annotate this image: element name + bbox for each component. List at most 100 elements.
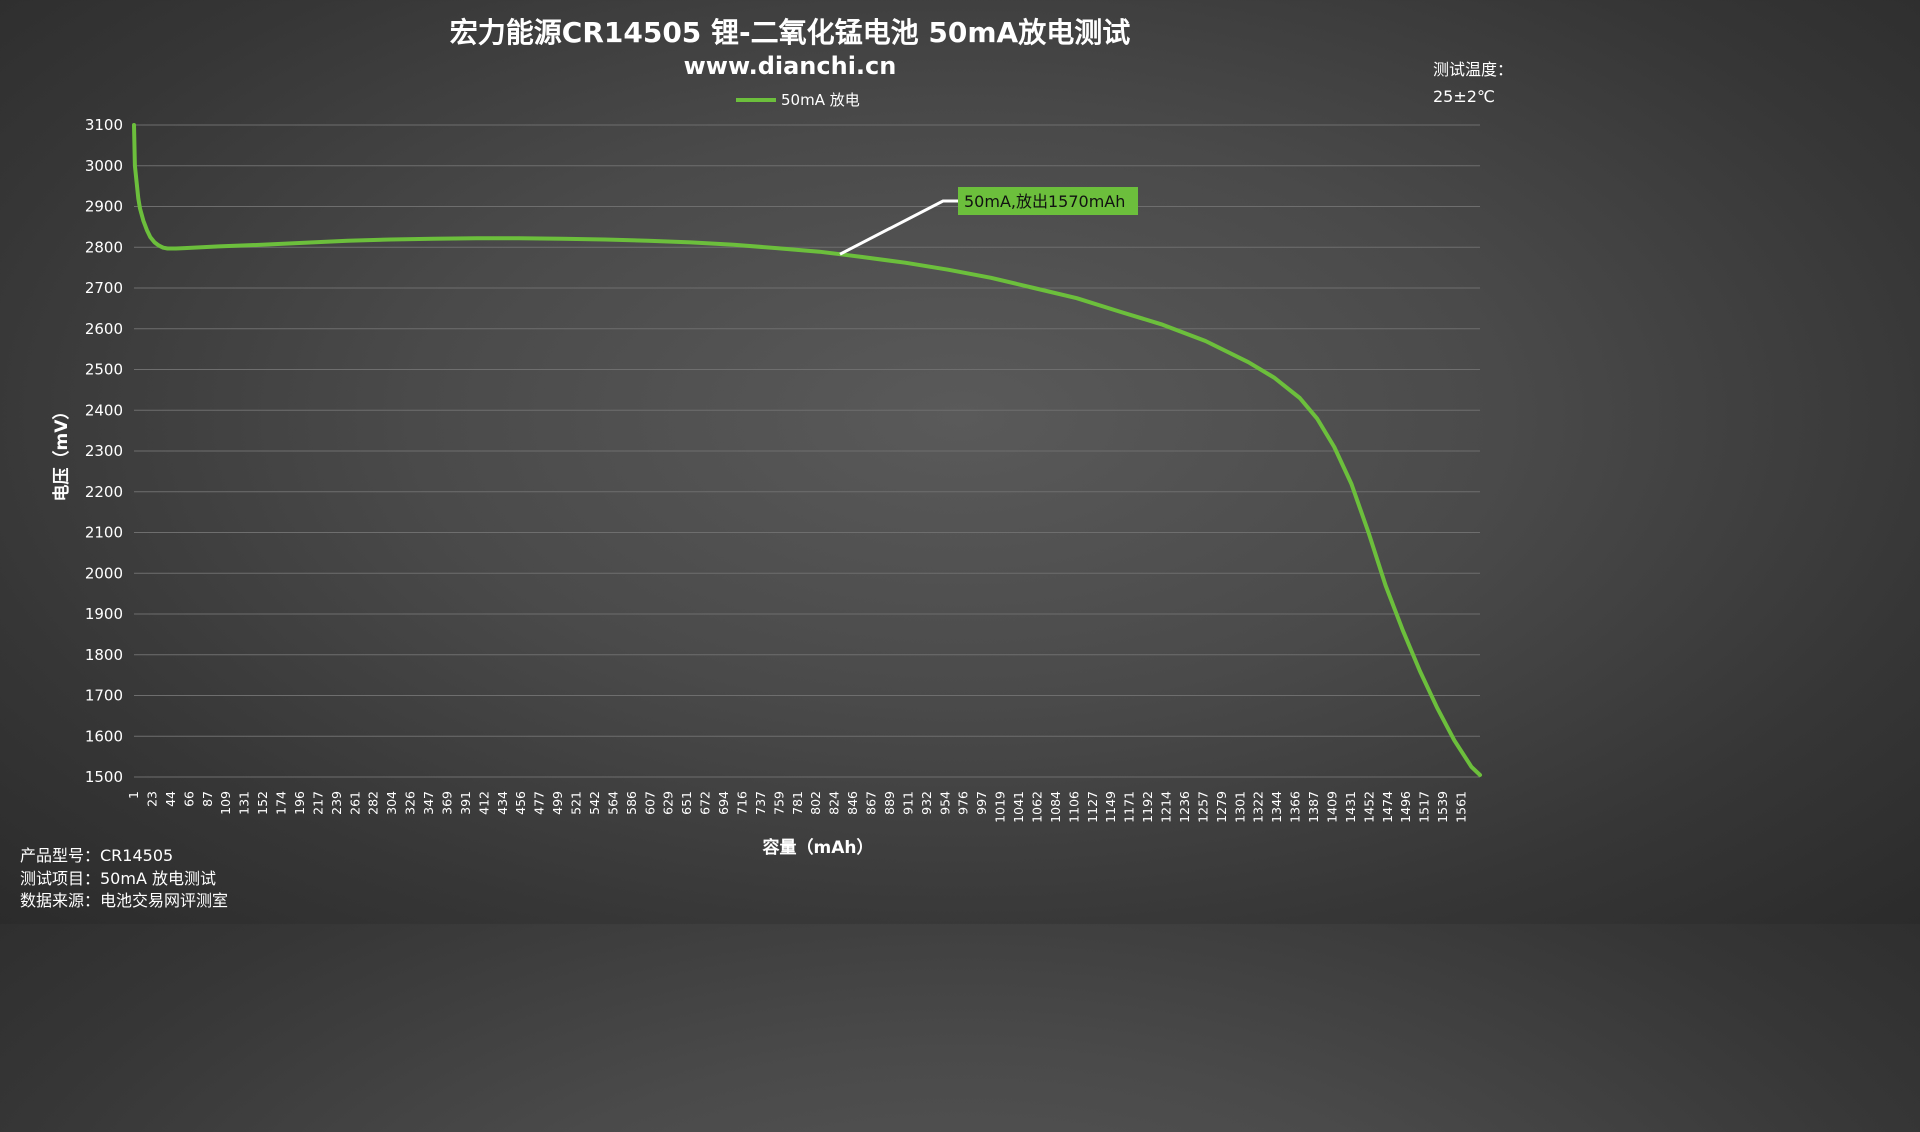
x-tick-label: 1149 [1103, 791, 1118, 823]
x-tick-label: 23 [144, 791, 159, 807]
product-model: 产品型号：CR14505 [20, 846, 173, 865]
x-tick-label: 1496 [1398, 791, 1413, 823]
x-tick-labels: 1 23 44 66 87 109 131 152 174 196 217 239 261 282 304 3… [126, 791, 1469, 823]
x-tick-label: 282 [366, 791, 381, 815]
x-tick-label: 716 [734, 791, 749, 815]
test-item: 测试项目：50mA 放电测试 [20, 869, 216, 888]
x-tick-label: 1279 [1214, 791, 1229, 823]
x-tick-label: 954 [937, 791, 952, 815]
x-tick-label: 499 [550, 791, 565, 815]
x-tick-label: 261 [347, 791, 362, 815]
x-tick-label: 152 [255, 791, 270, 815]
x-tick-label: 304 [384, 791, 399, 815]
y-tick-label: 1900 [85, 605, 123, 623]
x-tick-label: 1214 [1159, 791, 1174, 823]
x-tick-label: 391 [458, 791, 473, 815]
x-tick-label: 217 [310, 791, 325, 815]
x-tick-label: 824 [827, 791, 842, 815]
x-tick-label: 802 [808, 791, 823, 815]
x-tick-label: 1127 [1085, 791, 1100, 823]
x-tick-label: 1387 [1306, 791, 1321, 823]
chart-subtitle: www.dianchi.cn [684, 52, 897, 80]
x-tick-label: 1344 [1269, 791, 1284, 823]
x-tick-label: 1062 [1029, 791, 1044, 823]
x-tick-label: 44 [163, 791, 178, 807]
temp-label: 测试温度： [1433, 60, 1513, 79]
chart-title: 宏力能源CR14505 锂-二氧化锰电池 50mA放电测试 [450, 16, 1130, 49]
y-tick-label: 3100 [85, 116, 123, 134]
data-source: 数据来源：电池交易网评测室 [20, 891, 228, 910]
y-tick-label: 1600 [85, 727, 123, 745]
x-tick-label: 1084 [1048, 791, 1063, 823]
y-tick-label: 2300 [85, 442, 123, 460]
annotation-box [958, 187, 1138, 215]
x-tick-label: 867 [864, 791, 879, 815]
y-tick-label: 2100 [85, 524, 123, 542]
y-tick-label: 1700 [85, 687, 123, 705]
x-tick-label: 1517 [1417, 791, 1432, 823]
x-tick-label: 672 [698, 791, 713, 815]
legend-label: 50mA 放电 [781, 91, 860, 109]
x-tick-label: 997 [974, 791, 989, 815]
x-tick-label: 629 [661, 791, 676, 815]
x-tick-label: 174 [274, 791, 289, 815]
grid-lines [134, 124, 1480, 778]
x-tick-label: 1539 [1435, 791, 1450, 823]
series-line-50ma [132, 123, 1482, 777]
series-layer [132, 123, 1482, 777]
x-tick-label: 109 [218, 791, 233, 815]
x-tick-label: 607 [642, 791, 657, 815]
x-tick-label: 911 [900, 791, 915, 815]
x-tick-label: 564 [605, 791, 620, 815]
annotation-label: 50mA,放出1570mAh [964, 192, 1125, 211]
annotation-leader-line [839, 199, 958, 256]
y-tick-labels: 3100 3000 2900 2800 2700 2600 2500 2400 2300 2200… [85, 116, 123, 786]
x-tick-label: 196 [292, 791, 307, 815]
x-tick-label: 1452 [1361, 791, 1376, 823]
x-tick-label: 369 [439, 791, 454, 815]
y-tick-label: 2800 [85, 238, 123, 256]
y-tick-label: 1500 [85, 768, 123, 786]
x-tick-label: 477 [532, 791, 547, 815]
x-tick-label: 131 [237, 791, 252, 815]
discharge-chart: 宏力能源CR14505 锂-二氧化锰电池 50mA放电测试 www.dianch… [20, 16, 1513, 910]
x-tick-label: 651 [679, 791, 694, 815]
y-tick-label: 3000 [85, 157, 123, 175]
x-tick-label: 542 [587, 791, 602, 815]
x-tick-label: 1257 [1195, 791, 1210, 823]
x-tick-label: 781 [790, 791, 805, 815]
y-tick-label: 2700 [85, 279, 123, 297]
y-tick-label: 2000 [85, 564, 123, 582]
y-tick-label: 2600 [85, 320, 123, 338]
x-tick-label: 1192 [1140, 791, 1155, 823]
x-tick-label: 1366 [1288, 791, 1303, 823]
x-tick-label: 521 [569, 791, 584, 815]
y-tick-label: 2900 [85, 198, 123, 216]
x-tick-label: 456 [513, 791, 528, 815]
y-tick-label: 2400 [85, 401, 123, 419]
x-tick-label: 239 [329, 791, 344, 815]
x-tick-label: 759 [771, 791, 786, 815]
y-tick-label: 2500 [85, 361, 123, 379]
x-tick-label: 1431 [1343, 791, 1358, 823]
temp-value: 25±2℃ [1433, 87, 1495, 106]
x-tick-label: 1236 [1177, 791, 1192, 823]
x-tick-label: 66 [181, 791, 196, 807]
x-axis-title: 容量（mAh） [763, 837, 874, 858]
x-tick-label: 1301 [1232, 791, 1247, 823]
x-tick-label: 846 [845, 791, 860, 815]
x-tick-label: 1322 [1251, 791, 1266, 823]
x-tick-label: 1561 [1454, 791, 1469, 823]
x-tick-label: 1409 [1324, 791, 1339, 823]
y-axis-title: 电压（mV） [51, 403, 72, 502]
chart-legend: 50mA 放电 [736, 91, 860, 109]
x-tick-label: 326 [403, 791, 418, 815]
x-tick-label: 87 [200, 791, 215, 807]
x-tick-label: 1041 [1011, 791, 1026, 823]
y-tick-label: 2200 [85, 483, 123, 501]
annotation-layer: 50mA,放出1570mAh [839, 187, 1138, 256]
x-tick-label: 932 [919, 791, 934, 815]
x-tick-label: 347 [421, 791, 436, 815]
y-tick-label: 1800 [85, 646, 123, 664]
x-tick-label: 694 [716, 791, 731, 815]
